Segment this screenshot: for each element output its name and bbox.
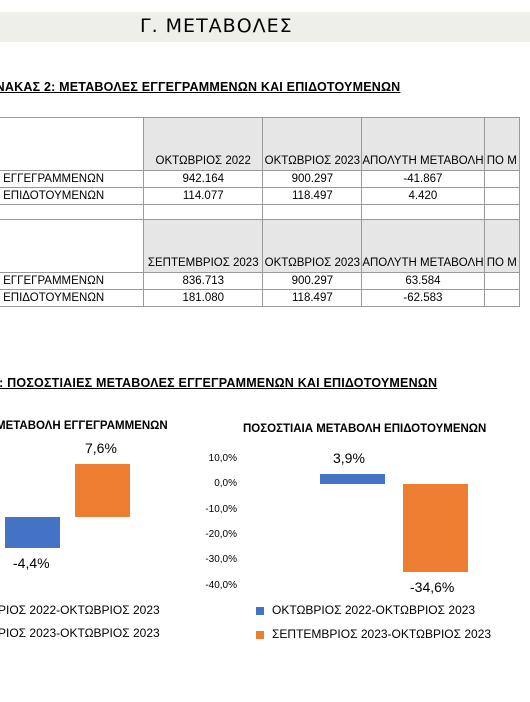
table-row: Ο ΕΠΙΔΟΤΟΥΜΕΝΩΝ 114.077 118.497 4.420 [0, 187, 521, 205]
table-header-cell: ΣΕΠΤΕΜΒΡΙΟΣ 2023 [143, 219, 264, 273]
table-row: Ο ΕΓΓΕΓΡΑΜΜΕΝΩΝ 942.164 900.297 -41.867 [0, 170, 521, 188]
table-header-cell: ΠΟ Μ [483, 117, 521, 171]
table-cell: -62.583 [361, 289, 485, 307]
table-header-empty [0, 117, 145, 171]
table-header-cell: ΑΠΟΛΥΤΗ ΜΕΤΑΒΟΛΗ [361, 219, 485, 273]
legend-label: ΡΙΟΣ 2023-ΟΚΤΩΒΡΙΟΣ 2023 [0, 626, 160, 640]
chart2-legend-item: ΣΕΠΤΕΜΒΡΙΟΣ 2023-ΟΚΤΩΒΡΙΟΣ 2023 [256, 627, 491, 641]
table-cell: 118.497 [262, 289, 363, 307]
legend-label: ΟΚΤΩΒΡΙΟΣ 2022-ΟΚΤΩΒΡΙΟΣ 2023 [272, 603, 476, 617]
row-label: Ο ΕΠΙΔΟΤΟΥΜΕΝΩΝ [0, 289, 145, 307]
spacer-cell [143, 204, 264, 220]
table-cell: 900.297 [262, 170, 363, 188]
chart1-legend-item: ΡΙΟΣ 2022-ΟΚΤΩΒΡΙΟΣ 2023 [0, 603, 160, 617]
chart2-bar-oct22-oct23 [320, 474, 385, 484]
chart2-y-tick-label: -30,0% [205, 554, 237, 566]
chart2-bar-sep23-oct23 [403, 484, 468, 572]
table-header-cell: ΑΠΟΛΥΤΗ ΜΕΤΑΒΟΛΗ [361, 117, 485, 171]
table-header-cell: ΟΚΤΩΒΡΙΟΣ 2023 [262, 117, 363, 171]
table-cell: 118.497 [262, 187, 363, 205]
table-cell: -41.867 [361, 170, 485, 188]
legend-label: ΣΕΠΤΕΜΒΡΙΟΣ 2023-ΟΚΤΩΒΡΙΟΣ 2023 [272, 627, 492, 641]
legend-swatch-blue [256, 606, 264, 615]
row-label: Ο ΕΓΓΕΓΡΑΜΜΕΝΩΝ [0, 272, 145, 290]
chart2-legend-item: ΟΚΤΩΒΡΙΟΣ 2022-ΟΚΤΩΒΡΙΟΣ 2023 [256, 603, 475, 617]
spacer-cell [361, 204, 485, 220]
chart2-y-tick-label: -40,0% [205, 579, 237, 591]
chart1-data-label: -4,4% [13, 554, 50, 571]
chart2-title: ΠΟΣΟΣΤΙΑΙΑ ΜΕΤΑΒΟΛΗ ΕΠΙΔΟΤΟΥΜΕΝΩΝ [243, 423, 487, 435]
legend-label: ΡΙΟΣ 2022-ΟΚΤΩΒΡΙΟΣ 2023 [0, 603, 160, 617]
charts-title: 3: ΠΟΣΟΣΤΙΑΙΕΣ ΜΕΤΑΒΟΛΕΣ ΕΓΓΕΓΡΑΜΜΕΝΩΝ Κ… [0, 376, 438, 390]
table-header-empty [0, 219, 145, 273]
table-cell: 942.164 [143, 170, 264, 188]
table-header-row: ΟΚΤΩΒΡΙΟΣ 2022 ΟΚΤΩΒΡΙΟΣ 2023 ΑΠΟΛΥΤΗ ΜΕ… [0, 117, 521, 171]
chart1-data-label: 7,6% [85, 440, 117, 457]
chart2-data-label: 3,9% [333, 450, 365, 467]
table-cell [483, 170, 521, 188]
table-header-row: ΣΕΠΤΕΜΒΡΙΟΣ 2023 ΟΚΤΩΒΡΙΟΣ 2023 ΑΠΟΛΥΤΗ … [0, 219, 521, 273]
chart2-y-tick-label: 10,0% [208, 453, 237, 464]
chart2-y-tick-label: -20,0% [205, 528, 237, 540]
table-spacer-row [0, 204, 521, 220]
table-header-cell: ΟΚΤΩΒΡΙΟΣ 2023 [262, 219, 363, 273]
table-cell [483, 289, 521, 307]
chart2-data-label: -34,6% [410, 578, 455, 595]
table-cell [483, 272, 521, 290]
changes-table: ΟΚΤΩΒΡΙΟΣ 2022 ΟΚΤΩΒΡΙΟΣ 2023 ΑΠΟΛΥΤΗ ΜΕ… [0, 117, 521, 307]
chart1-legend-item: ΡΙΟΣ 2023-ΟΚΤΩΒΡΙΟΣ 2023 [0, 626, 160, 640]
spacer-cell [0, 204, 145, 220]
table-header-cell: ΠΟ Μ [483, 219, 521, 273]
table-cell: 114.077 [143, 187, 264, 205]
table-title: ΙΝΑΚΑΣ 2: ΜΕΤΑΒΟΛΕΣ ΕΓΓΕΓΡΑΜΜΕΝΩΝ ΚΑΙ ΕΠ… [0, 80, 401, 94]
table-cell: 900.297 [262, 272, 363, 290]
table-cell: 63.584 [361, 272, 485, 290]
table-cell: 836.713 [143, 272, 264, 290]
chart1-bar-oct22-oct23 [5, 517, 60, 548]
table-row: Ο ΕΓΓΕΓΡΑΜΜΕΝΩΝ 836.713 900.297 63.584 [0, 272, 521, 290]
chart1-bar-sep23-oct23 [75, 464, 130, 517]
row-label: Ο ΕΓΓΕΓΡΑΜΜΕΝΩΝ [0, 170, 145, 188]
spacer-cell [483, 204, 521, 220]
section-band [0, 12, 530, 42]
chart2-y-tick-label: 0,0% [214, 478, 237, 490]
table-cell: 181.080 [143, 289, 264, 307]
section-title: Γ. ΜΕΤΑΒΟΛΕΣ [140, 15, 293, 37]
table-header-cell: ΟΚΤΩΒΡΙΟΣ 2022 [143, 117, 264, 171]
table-row: Ο ΕΠΙΔΟΤΟΥΜΕΝΩΝ 181.080 118.497 -62.583 [0, 289, 521, 307]
spacer-cell [262, 204, 363, 220]
table-cell [483, 187, 521, 205]
legend-swatch-orange [256, 630, 264, 639]
chart1-title: ΜΕΤΑΒΟΛΗ ΕΓΓΕΓΡΑΜΜΕΝΩΝ [0, 420, 168, 432]
row-label: Ο ΕΠΙΔΟΤΟΥΜΕΝΩΝ [0, 187, 145, 205]
table-cell: 4.420 [361, 187, 485, 205]
chart2-y-tick-label: -10,0% [205, 503, 237, 515]
